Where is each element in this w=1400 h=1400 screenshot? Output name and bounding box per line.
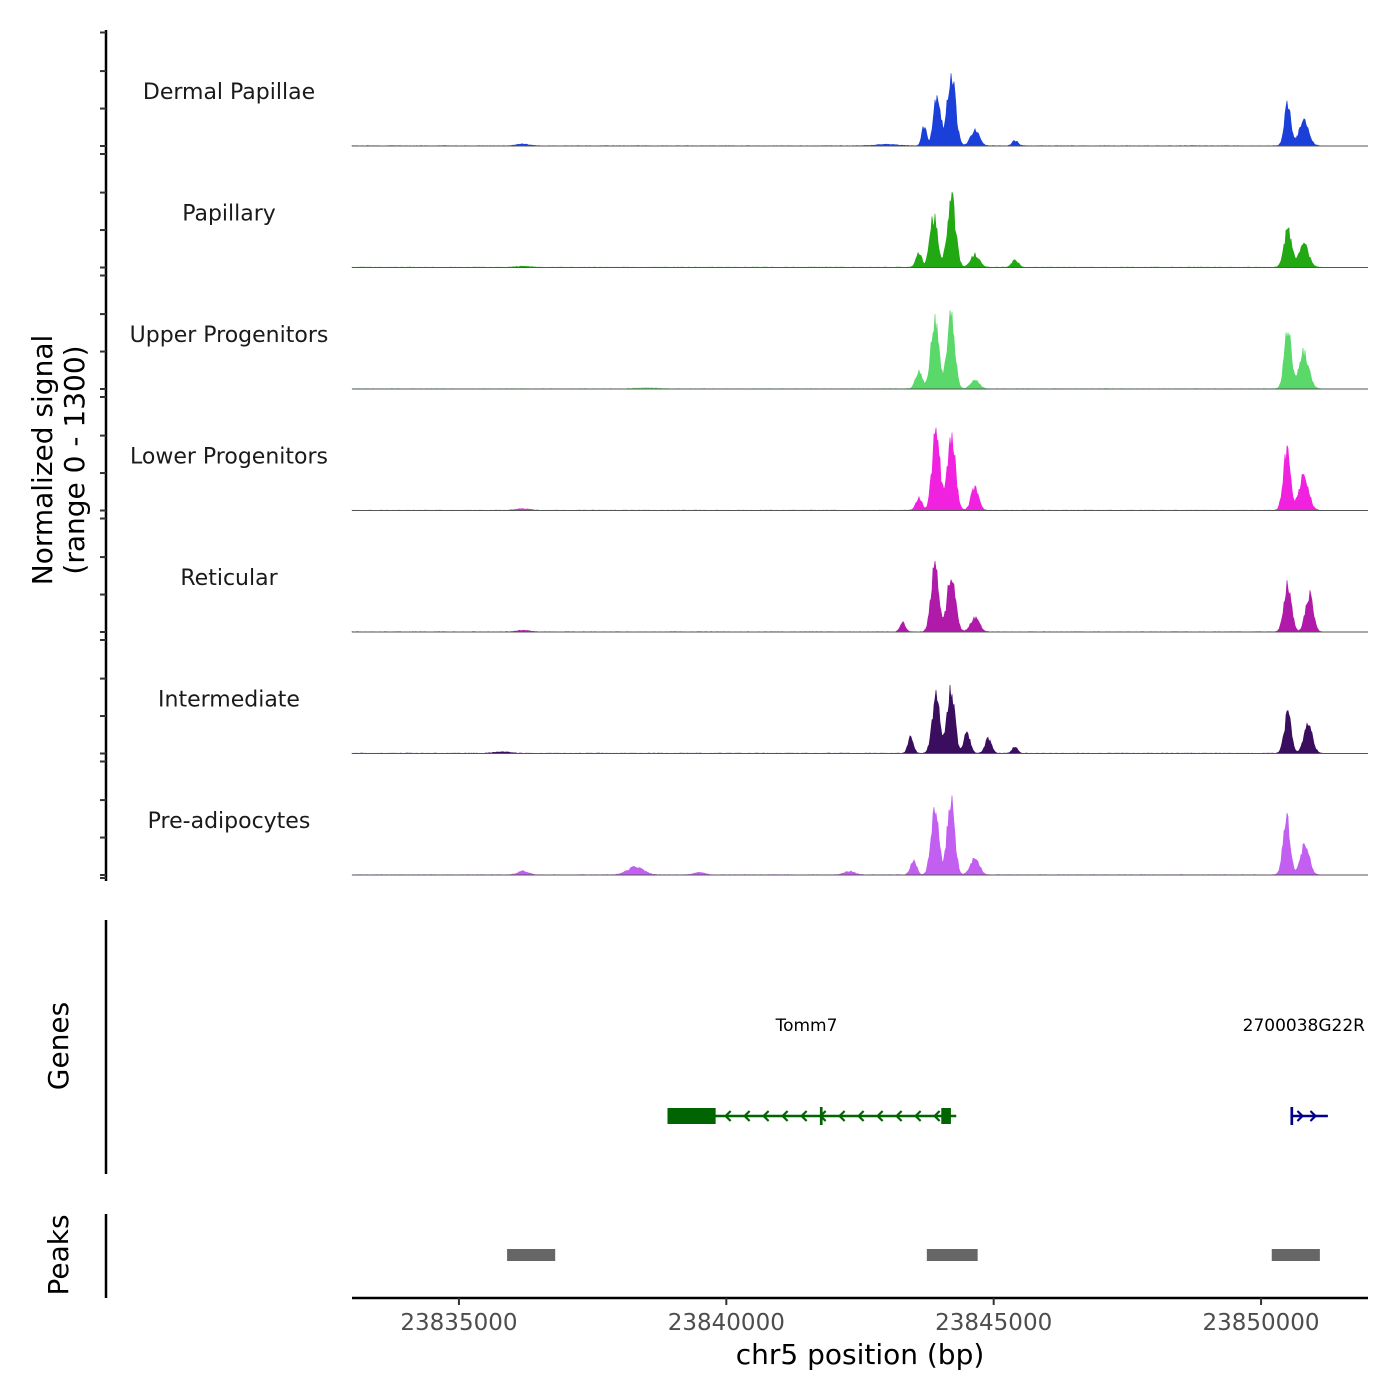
x-tick-label: 23845000 (935, 1310, 1052, 1336)
track-label-0: Dermal Papillae (143, 80, 315, 105)
gene-strand-chevron (724, 1110, 732, 1122)
signal-area-0 (351, 73, 1323, 147)
signal-area-2 (351, 310, 1323, 390)
gene-exon-0-0 (667, 1108, 716, 1124)
gene-exon-1-0 (1290, 1107, 1294, 1125)
gene-strand-chevron (857, 1110, 865, 1122)
gene-strand-chevron (800, 1110, 808, 1122)
peak-region-2 (1271, 1249, 1320, 1261)
gene-strand-chevron (933, 1110, 941, 1122)
gene-strand-chevron (1309, 1110, 1318, 1122)
peak-region-0 (507, 1249, 556, 1261)
gene-strand-chevron (743, 1110, 751, 1122)
genes-y-axis-title: Genes (42, 1002, 75, 1090)
gene-strand-chevron (895, 1110, 903, 1122)
signal-area-5 (351, 684, 1323, 754)
gene-label-0: Tomm7 (775, 1016, 838, 1036)
track-label-3: Lower Progenitors (130, 445, 328, 470)
gene-label-1: 2700038G22R (1243, 1016, 1366, 1036)
gene-exon-0-2 (941, 1108, 951, 1124)
signal-area-3 (351, 427, 1323, 511)
x-tick-label: 23850000 (1203, 1310, 1320, 1336)
x-tick-label: 23835000 (400, 1310, 517, 1336)
signal-area-6 (351, 795, 1323, 876)
gene-strand-chevron (876, 1110, 884, 1122)
coverage-y-axis-subtitle: (range 0 - 1300) (58, 345, 91, 574)
gene-strand-chevron (914, 1110, 922, 1122)
peaks-y-axis-title: Peaks (42, 1214, 75, 1295)
gene-strand-chevron (838, 1110, 846, 1122)
track-label-1: Papillary (182, 202, 276, 227)
coverage-y-axis-title: Normalized signal (26, 335, 59, 586)
track-label-5: Intermediate (158, 688, 300, 713)
signal-area-1 (351, 191, 1323, 268)
track-label-4: Reticular (180, 566, 278, 591)
peak-region-1 (926, 1249, 978, 1261)
gene-strand-chevron (762, 1110, 770, 1122)
gene-strand-chevron (781, 1110, 789, 1122)
gene-strand-chevron (1296, 1110, 1305, 1122)
track-label-2: Upper Progenitors (130, 323, 329, 348)
x-tick-label: 23840000 (668, 1310, 785, 1336)
x-axis-title: chr5 position (bp) (736, 1338, 985, 1371)
track-label-6: Pre-adipocytes (148, 809, 311, 834)
signal-area-4 (351, 560, 1323, 633)
gene-strand-chevron (819, 1110, 827, 1122)
